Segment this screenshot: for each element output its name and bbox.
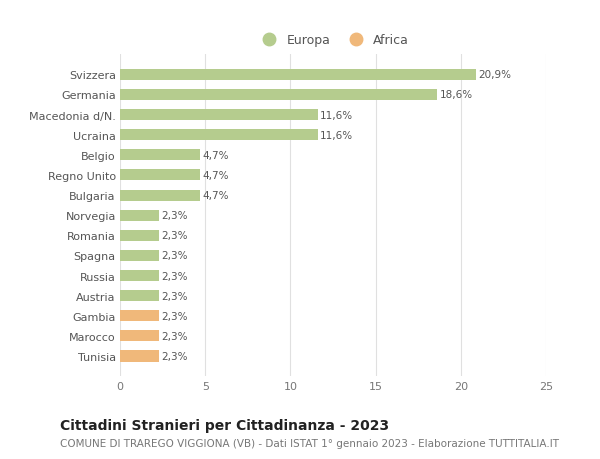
Bar xyxy=(120,130,317,141)
Text: 2,3%: 2,3% xyxy=(162,211,188,221)
Bar xyxy=(120,330,159,341)
Text: 2,3%: 2,3% xyxy=(162,351,188,361)
Bar xyxy=(120,150,200,161)
Text: 2,3%: 2,3% xyxy=(162,271,188,281)
Text: 20,9%: 20,9% xyxy=(479,70,512,80)
Text: 11,6%: 11,6% xyxy=(320,110,353,120)
Bar xyxy=(120,311,159,322)
Text: 4,7%: 4,7% xyxy=(203,171,229,180)
Text: 2,3%: 2,3% xyxy=(162,251,188,261)
Bar xyxy=(120,70,476,81)
Bar xyxy=(120,210,159,221)
Bar xyxy=(120,250,159,262)
Text: 4,7%: 4,7% xyxy=(203,151,229,161)
Text: 2,3%: 2,3% xyxy=(162,231,188,241)
Bar xyxy=(120,270,159,281)
Bar xyxy=(120,170,200,181)
Text: COMUNE DI TRAREGO VIGGIONA (VB) - Dati ISTAT 1° gennaio 2023 - Elaborazione TUTT: COMUNE DI TRAREGO VIGGIONA (VB) - Dati I… xyxy=(60,438,559,448)
Text: Cittadini Stranieri per Cittadinanza - 2023: Cittadini Stranieri per Cittadinanza - 2… xyxy=(60,418,389,431)
Text: 4,7%: 4,7% xyxy=(203,190,229,201)
Text: 18,6%: 18,6% xyxy=(439,90,473,100)
Text: 11,6%: 11,6% xyxy=(320,130,353,140)
Bar xyxy=(120,190,200,201)
Bar xyxy=(120,291,159,302)
Bar xyxy=(120,110,317,121)
Bar xyxy=(120,351,159,362)
Bar xyxy=(120,230,159,241)
Text: 2,3%: 2,3% xyxy=(162,331,188,341)
Legend: Europa, Africa: Europa, Africa xyxy=(252,29,414,52)
Text: 2,3%: 2,3% xyxy=(162,311,188,321)
Bar xyxy=(120,90,437,101)
Text: 2,3%: 2,3% xyxy=(162,291,188,301)
